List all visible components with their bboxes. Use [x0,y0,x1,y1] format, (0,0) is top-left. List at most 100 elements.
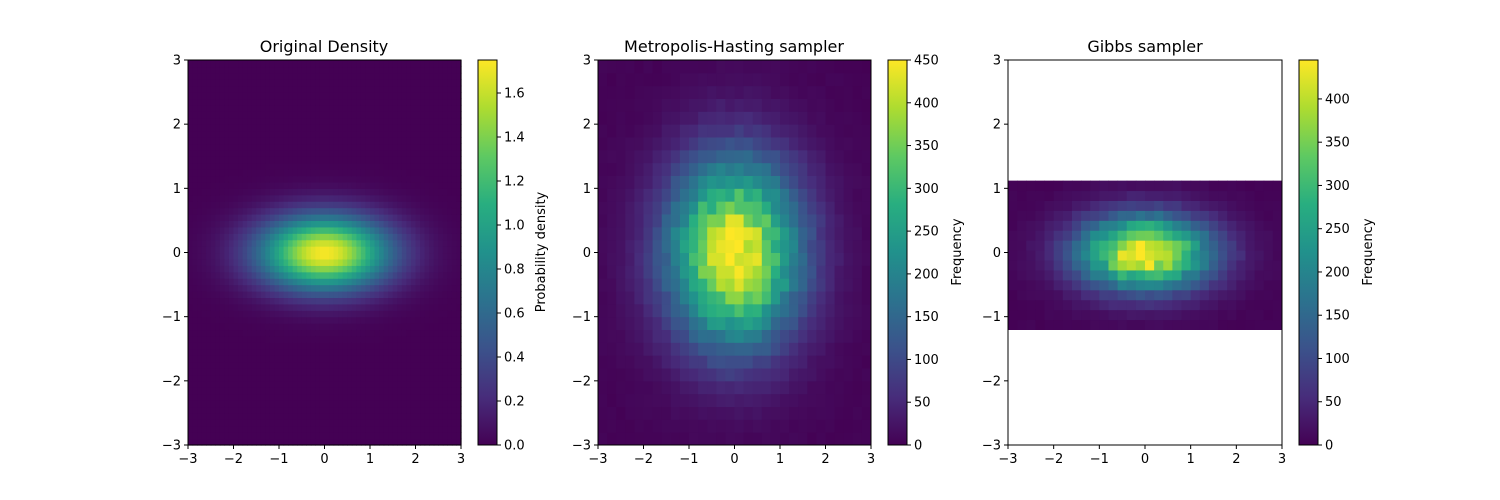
density-cell [442,104,448,112]
histogram-bin [707,406,717,420]
density-cell [224,252,230,260]
density-cell [297,348,303,356]
density-cell [201,425,207,433]
density-cell [347,137,353,145]
histogram-bin [652,201,663,215]
density-cell [351,220,357,228]
histogram-bin [789,291,799,305]
density-cell [415,258,421,266]
histogram-bin [1026,180,1036,192]
density-cell [233,393,239,401]
histogram-bin [1181,299,1192,311]
density-cell [188,111,194,119]
histogram-bin [852,188,863,202]
histogram-bin [652,342,663,356]
density-cell [420,355,426,363]
histogram-bin [852,368,863,382]
histogram-bin [761,72,772,87]
density-cell [365,117,371,125]
density-cell [233,425,239,433]
density-cell [301,335,307,343]
x-tick-label: −3 [178,452,197,467]
density-cell [247,175,253,183]
density-cell [224,258,230,266]
density-cell [447,393,453,401]
density-cell [338,393,344,401]
histogram-bin [679,406,690,420]
density-cell [429,271,435,279]
density-cell [406,425,412,433]
density-cell [397,387,403,395]
density-cell [233,239,239,247]
density-cell [342,201,348,209]
density-cell [219,412,225,420]
density-cell [365,374,371,382]
histogram-bin [1090,230,1100,241]
density-cell [365,412,371,420]
density-cell [410,271,417,279]
histogram-bin [725,265,735,279]
density-cell [283,233,289,241]
density-cell [424,239,430,247]
density-cell [397,258,403,266]
density-cell [415,181,421,189]
density-cell [279,79,285,87]
density-cell [342,85,348,93]
density-cell [370,380,376,388]
density-cell [438,156,444,164]
density-cell [215,79,221,87]
density-cell [288,297,294,305]
density-cell [424,207,430,215]
histogram-bin [816,214,826,228]
density-cell [274,412,280,420]
density-cell [319,342,326,350]
density-cell [333,194,339,202]
density-cell [192,104,198,112]
density-cell [279,156,285,164]
histogram-bin [725,124,735,138]
density-cell [228,406,235,414]
histogram-bin [625,406,635,420]
density-cell [256,226,262,234]
density-cell [224,323,230,331]
density-cell [279,432,285,440]
density-cell [274,246,280,254]
density-cell [451,239,458,247]
density-cell [424,169,430,177]
histogram-bin [761,124,772,138]
histogram-bin [634,432,644,446]
density-cell [351,111,357,119]
histogram-bin [670,393,681,407]
density-cell [310,368,316,376]
density-cell [401,175,407,183]
density-cell [397,329,403,337]
density-cell [265,92,271,100]
histogram-bin [807,85,817,99]
density-cell [388,162,394,170]
density-cell [365,323,371,331]
histogram-bin [1218,299,1228,311]
density-cell [201,181,207,189]
histogram-bin [752,175,763,189]
density-cell [224,342,230,350]
density-cell [215,214,221,222]
density-cell [360,374,367,382]
histogram-bin [798,85,808,99]
density-cell [265,297,271,305]
density-cell [388,104,394,112]
density-cell [238,271,244,279]
density-cell [379,374,385,382]
histogram-bin [625,85,635,99]
density-cell [279,124,285,132]
density-cell [206,137,212,145]
density-cell [392,239,398,247]
density-cell [292,252,298,260]
density-cell [306,291,312,299]
histogram-bin [707,303,717,318]
density-cell [433,387,439,395]
density-cell [192,303,198,311]
histogram-bin [761,419,772,433]
density-cell [306,284,312,292]
density-cell [329,130,335,138]
density-cell [297,284,303,292]
